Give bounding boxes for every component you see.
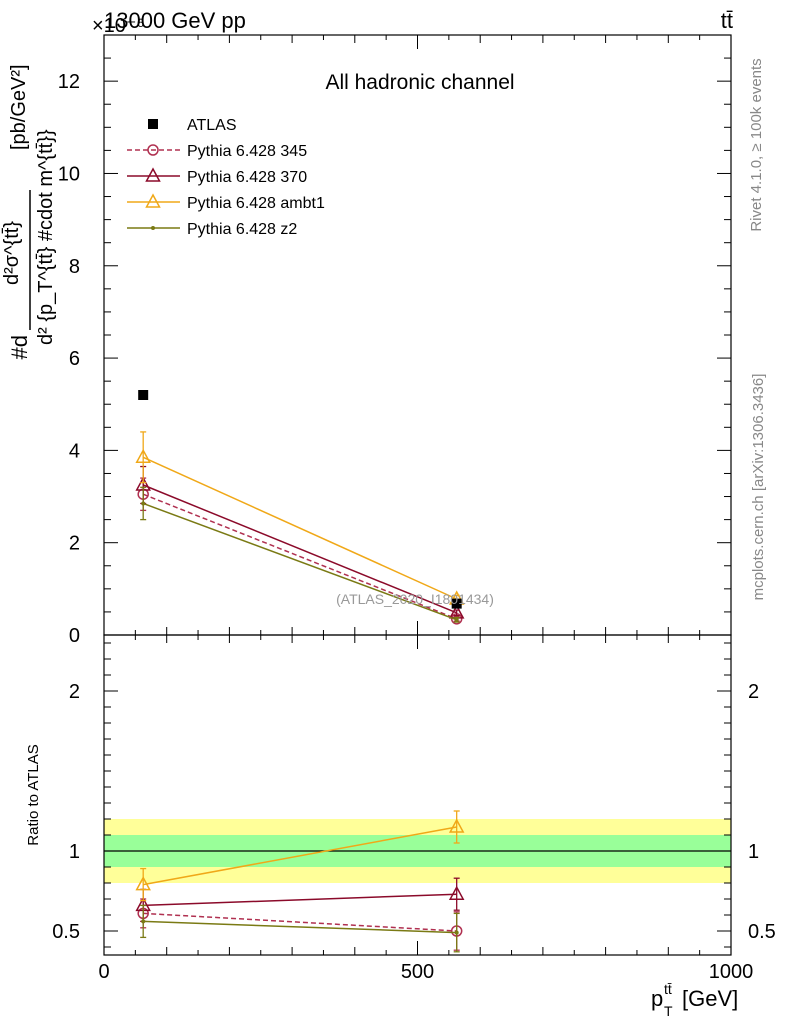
rivet-label: Rivet 4.1.0, ≥ 100k events — [748, 58, 765, 231]
ratio-series-line-1 — [143, 893, 457, 907]
upper-series-line-3 — [142, 502, 457, 621]
legend-marker — [148, 119, 158, 129]
legend-marker — [145, 193, 161, 208]
y-axis-denominator: d² {p_T^{tt̄} #cdot m^{tt̄}} — [35, 129, 57, 345]
legend-label: Pythia 6.428 370 — [187, 169, 307, 186]
x-axis-title-sub: T — [664, 1003, 673, 1019]
x-axis-title-main: p — [651, 986, 663, 1011]
upper-y-tick-label: 12 — [58, 71, 80, 93]
ratio-data-point — [141, 919, 146, 924]
energy-label: 13000 GeV pp — [104, 8, 246, 33]
y-axis-hash-d: #d — [7, 335, 32, 359]
mcplots-label: mcplots.cern.ch [arXiv:1306.3436] — [750, 374, 767, 601]
ratio-data-point — [448, 885, 465, 900]
x-axis-title-unit: [GeV] — [682, 986, 738, 1011]
lower-y-tick-label-right: 0.5 — [748, 921, 776, 943]
legend-label: Pythia 6.428 z2 — [187, 221, 297, 238]
legend-label: Pythia 6.428 345 — [187, 143, 307, 160]
lower-frame — [103, 634, 732, 956]
ratio-data-point — [454, 930, 459, 935]
legend-label: ATLAS — [187, 117, 237, 134]
legend-marker — [147, 144, 159, 156]
lower-y-tick-label: 0.5 — [52, 921, 80, 943]
upper-data-point — [454, 617, 459, 622]
upper-y-tick-label: 6 — [69, 348, 80, 370]
exponent-label: ×10⁻⁶ — [92, 15, 145, 37]
lower-y-tick-label: 2 — [69, 681, 80, 703]
ratio-plot-panel: 0 500 1000 0.5 0.5 1 1 2 2 — [52, 634, 776, 983]
ratio-series-line-2 — [143, 826, 457, 886]
ratio-y-axis-title: Ratio to ATLAS — [25, 744, 42, 845]
upper-data-point — [138, 390, 149, 400]
upper-y-tick-label: 4 — [69, 440, 80, 462]
ratio-series-line-0 — [143, 912, 457, 932]
analysis-watermark: (ATLAS_2020_I1801434) — [336, 591, 494, 607]
legend-label: Pythia 6.428 ambt1 — [187, 195, 325, 212]
x-axis-title: p T tt̄ [GeV] — [651, 981, 738, 1019]
upper-data-point — [135, 448, 151, 464]
x-tick-label: 500 — [401, 961, 434, 983]
lower-y-tick-label-right: 2 — [748, 681, 759, 703]
x-tick-label: 0 — [98, 961, 109, 983]
upper-y-tick-label: 8 — [69, 256, 80, 278]
legend-marker — [145, 167, 161, 182]
plot-title: All hadronic channel — [325, 71, 514, 94]
ratio-data-point — [135, 876, 151, 891]
upper-series-line-2 — [142, 456, 457, 600]
lower-y-tick-label: 1 — [69, 841, 80, 863]
lower-y-tick-label-right: 1 — [748, 841, 759, 863]
ratio-data-point — [448, 818, 465, 833]
y-axis-unit: [pb/GeV²] — [8, 64, 30, 150]
upper-y-tick-label: 10 — [58, 163, 80, 185]
upper-series-line-1 — [142, 484, 457, 614]
upper-y-tick-label: 0 — [69, 625, 80, 647]
legend-marker — [151, 226, 155, 230]
process-label: tt̄ — [721, 8, 733, 33]
upper-data-point — [451, 598, 462, 609]
y-axis-title: #d d²σ^{tt̄} d² {p_T^{tt̄} #cdot m^{tt̄}… — [1, 64, 57, 359]
x-axis-title-sup: tt̄ — [664, 981, 672, 997]
upper-series-line-0 — [142, 493, 457, 620]
y-axis-numerator: d²σ^{tt̄} — [1, 221, 23, 285]
upper-data-point — [141, 501, 146, 506]
upper-y-tick-label: 2 — [69, 533, 80, 555]
ratio-series-line-3 — [143, 920, 457, 934]
x-tick-label: 1000 — [709, 961, 754, 983]
main-plot-panel: 0 2 4 6 8 10 12 ATLAS Pythia 6.428 345 Pythia 6.4… — [58, 34, 732, 647]
